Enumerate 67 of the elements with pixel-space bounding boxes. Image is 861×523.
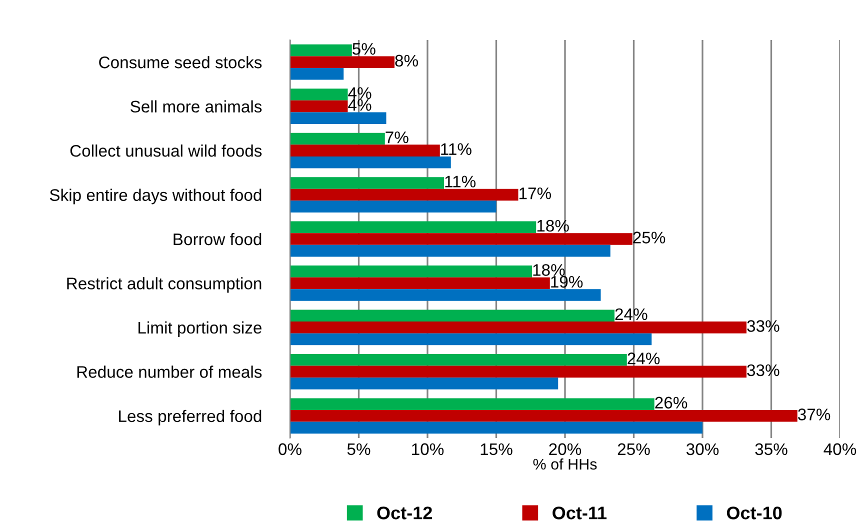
x-tick-label: 40% — [824, 443, 856, 456]
data-label: 33% — [747, 320, 780, 332]
bar — [290, 68, 344, 80]
bar — [290, 289, 601, 301]
data-label: 4% — [348, 87, 372, 99]
data-label: 5% — [352, 43, 376, 55]
legend-label: Oct-12 — [377, 506, 432, 520]
y-tick-label: Consume seed stocks — [99, 56, 262, 68]
bar — [290, 410, 798, 422]
data-label: 24% — [615, 308, 648, 320]
x-tick-label: 5% — [347, 443, 370, 456]
data-label: 11% — [441, 143, 472, 155]
x-axis-title: % of HHs — [533, 458, 597, 470]
data-label: 18% — [533, 264, 565, 276]
bar — [290, 354, 627, 366]
bar — [290, 277, 550, 290]
y-tick-label: Sell more animals — [130, 100, 262, 113]
bar — [290, 100, 348, 112]
data-label: 37% — [798, 408, 830, 420]
bar — [290, 310, 614, 322]
y-tick-label: Skip entire days without food — [50, 188, 262, 204]
legend-label: Oct-10 — [726, 506, 782, 520]
bar — [290, 144, 440, 156]
data-label: 19% — [551, 276, 583, 288]
data-label: 24% — [628, 352, 660, 364]
x-tick-label: 15% — [480, 443, 512, 456]
data-label: 4% — [348, 99, 372, 111]
data-label: 18% — [537, 220, 569, 232]
bar — [290, 244, 610, 257]
data-label: 17% — [520, 188, 552, 200]
data-label: 33% — [747, 364, 780, 376]
bar — [290, 266, 532, 278]
bar — [290, 112, 386, 124]
y-tick-label: Borrow food — [174, 232, 262, 246]
legend-label: Oct-11 — [552, 506, 607, 520]
x-tick-label: 25% — [618, 443, 650, 456]
bar — [290, 398, 654, 410]
bar — [290, 221, 536, 234]
bar — [290, 56, 394, 68]
bar — [290, 366, 746, 378]
y-tick-label: Reduce number of meals — [77, 366, 262, 378]
y-tick-label: Restrict adult consumption — [67, 277, 262, 293]
bar — [290, 44, 352, 56]
bar — [290, 200, 496, 212]
data-label: 11% — [445, 176, 476, 188]
data-label: 25% — [633, 232, 666, 244]
y-tick-label: Collect unusual wild foods — [70, 144, 262, 157]
x-tick-label: 0% — [278, 443, 302, 456]
y-tick-label: Less preferred food — [119, 410, 262, 426]
x-tick-label: 35% — [755, 443, 788, 456]
bar — [290, 156, 451, 168]
x-tick-label: 20% — [549, 443, 582, 456]
bar — [290, 422, 702, 434]
bar — [290, 177, 444, 189]
data-label: 26% — [655, 396, 688, 409]
y-tick-label: Limit portion size — [138, 321, 262, 337]
bar — [290, 88, 348, 100]
bar — [290, 378, 558, 390]
bar — [290, 132, 385, 145]
bar — [290, 188, 518, 201]
x-tick-label: 30% — [686, 443, 719, 456]
bar — [290, 333, 652, 346]
data-label: 8% — [395, 54, 418, 67]
bar — [290, 322, 746, 334]
x-tick-label: 10% — [412, 443, 444, 456]
data-label: 7% — [386, 132, 408, 144]
bar — [290, 233, 632, 245]
